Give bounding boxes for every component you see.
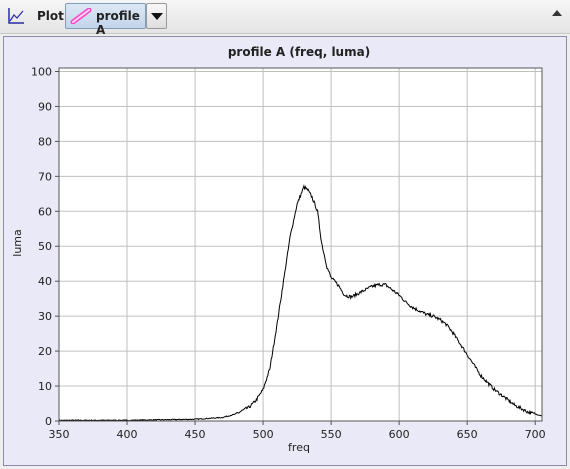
plot-panel: profile A (freq, luma) 350 400 450 500 550 60… [3,36,567,466]
x-tick-label: 650 [457,428,478,441]
series-line [58,184,542,422]
line-chart: profile A (freq, luma) 350 400 450 500 550 60… [11,45,546,454]
toolbar: Plot profile A [0,0,570,37]
y-tick-label: 100 [31,65,52,78]
x-tick-label: 700 [525,428,546,441]
axes-icon[interactable] [7,7,25,25]
y-tick-label: 0 [45,415,52,428]
x-tick-label: 450 [185,428,206,441]
y-axis-label: luma [11,229,24,256]
chevron-down-icon [151,13,163,20]
y-tick-label: 90 [38,100,52,113]
plot-label: Plot [37,9,64,23]
y-tick-label: 60 [38,205,52,218]
x-tick-label: 550 [321,428,342,441]
y-tick-label: 70 [38,170,52,183]
y-tick-label: 10 [38,380,52,393]
x-tick-label: 400 [117,428,138,441]
dataset-button[interactable]: profile A [65,3,146,37]
y-tick-label: 20 [38,345,52,358]
y-tick-label: 50 [38,240,52,253]
y-tick-label: 40 [38,275,52,288]
x-tick-label: 350 [49,428,70,441]
y-tick-label: 30 [38,310,52,323]
dataset-label: profile A [96,9,140,37]
chart-title: profile A (freq, luma) [228,45,370,59]
y-tick-label: 80 [38,135,52,148]
chevron-up-icon[interactable] [552,10,562,16]
x-tick-label: 600 [389,428,410,441]
pink-line-icon [70,8,92,24]
plot-border [58,67,543,422]
plot-area [59,68,542,421]
dataset-dropdown-button[interactable] [146,3,167,29]
x-tick-label: 500 [253,428,274,441]
x-axis-label: freq [288,441,310,454]
